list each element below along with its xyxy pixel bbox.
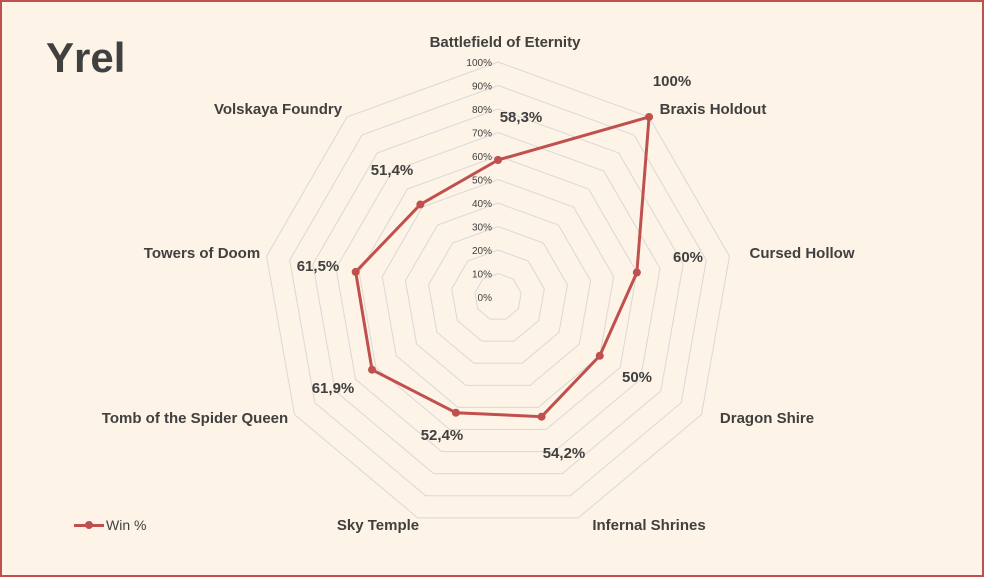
tick-label: 50%: [472, 176, 492, 187]
data-point: [494, 155, 502, 164]
legend[interactable]: Win %: [74, 517, 146, 533]
tick-label: 100%: [466, 58, 492, 69]
data-label: 60%: [673, 249, 703, 266]
category-label: Battlefield of Eternity: [430, 34, 582, 51]
category-label: Dragon Shire: [720, 410, 814, 427]
data-point: [351, 267, 360, 276]
legend-label: Win %: [106, 517, 147, 533]
tick-label: 20%: [472, 246, 492, 257]
grid-ring: [289, 84, 707, 497]
grid-ring: [358, 155, 638, 430]
category-label: Braxis Holdout: [660, 101, 767, 118]
tick-label: 90%: [472, 82, 492, 93]
tick-label: 0%: [478, 293, 493, 304]
tick-label: 10%: [472, 270, 492, 281]
tick-label: 30%: [472, 223, 492, 234]
category-label: Sky Temple: [337, 517, 419, 534]
data-point: [416, 200, 425, 209]
data-point: [451, 408, 460, 417]
category-label: Towers of Doom: [144, 245, 260, 262]
data-point: [595, 351, 604, 360]
chart-title: Yrel: [46, 34, 126, 81]
series-line: [354, 115, 651, 419]
data-label: 61,9%: [312, 380, 355, 397]
data-label: 54,2%: [543, 445, 586, 462]
category-label: Volskaya Foundry: [214, 101, 343, 118]
data-point: [632, 268, 641, 277]
data-label: 52,4%: [421, 427, 464, 444]
grid-ring: [335, 131, 661, 453]
grid-ring: [266, 61, 730, 519]
grid-ring: [451, 249, 545, 342]
category-label: Cursed Hollow: [749, 245, 854, 262]
tick-label: 80%: [472, 105, 492, 116]
data-label: 61,5%: [297, 258, 340, 275]
data-label: 50%: [622, 369, 652, 386]
grid-ring: [381, 178, 615, 408]
tick-label: 40%: [472, 199, 492, 210]
category-label: Tomb of the Spider Queen: [102, 410, 288, 427]
data-label: 100%: [653, 73, 691, 90]
tick-label: 70%: [472, 129, 492, 140]
grid-ring: [404, 202, 592, 386]
grid-ring: [312, 108, 684, 475]
data-point: [645, 112, 654, 121]
tick-label: 60%: [472, 152, 492, 163]
grid-ring: [474, 272, 522, 320]
legend-marker-icon: [74, 520, 104, 529]
data-point: [537, 412, 546, 421]
data-label: 58,3%: [500, 109, 543, 126]
data-point: [368, 365, 377, 374]
category-label: Infernal Shrines: [592, 517, 705, 534]
grid-ring: [428, 225, 568, 364]
data-label: 51,4%: [371, 162, 414, 179]
